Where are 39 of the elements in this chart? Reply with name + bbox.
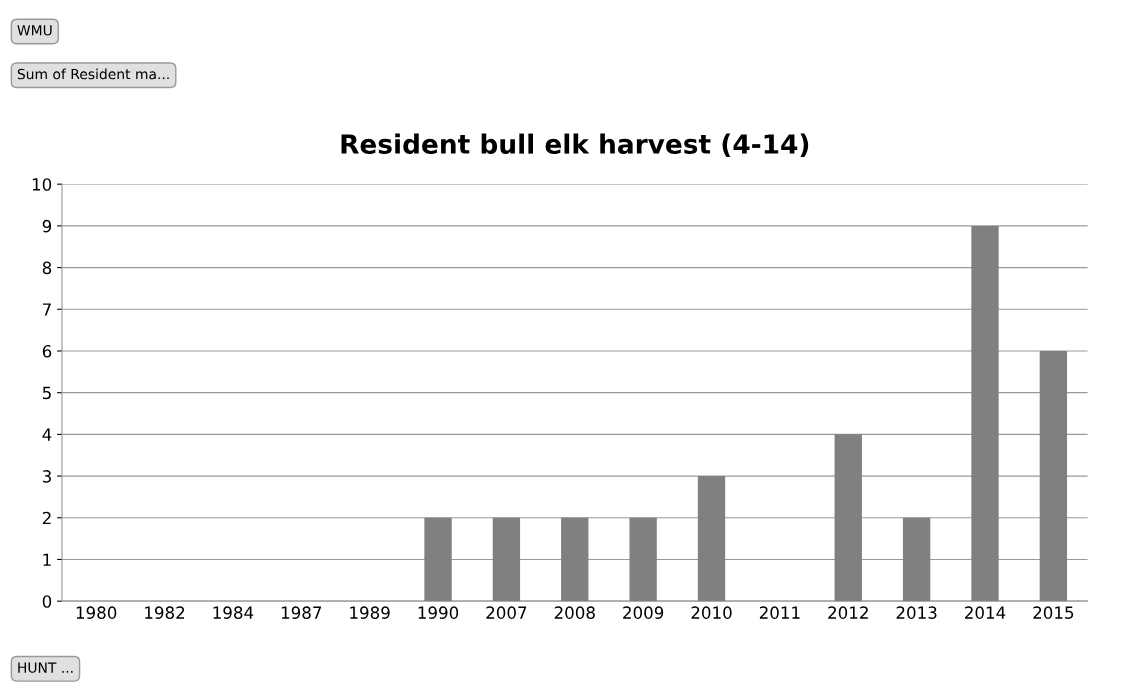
y-tick-label: 0 xyxy=(42,595,52,608)
x-tick-label: 2010 xyxy=(691,606,732,619)
bar xyxy=(834,434,862,602)
x-tick-label: 2015 xyxy=(1033,606,1074,619)
bar xyxy=(902,517,931,602)
y-tick-label: 3 xyxy=(42,470,51,483)
x-tick-label: 1984 xyxy=(213,606,254,619)
x-tick-label: 1982 xyxy=(145,606,185,619)
y-tick-label: 6 xyxy=(42,344,52,358)
bar xyxy=(561,517,589,602)
bar xyxy=(1039,350,1068,602)
x-tick-label: 1990 xyxy=(418,606,459,619)
x-tick-label: 2011 xyxy=(759,606,800,619)
y-tick-label: 10 xyxy=(32,178,52,191)
bar xyxy=(629,517,657,602)
chart-title: Resident bull elk harvest (4-14) xyxy=(341,133,809,158)
y-tick-label: 9 xyxy=(42,219,52,233)
y-tick-label: 2 xyxy=(42,511,51,525)
x-tick-label: 2007 xyxy=(486,606,527,619)
bar xyxy=(492,517,521,602)
x-tick-label: 2013 xyxy=(896,606,937,619)
y-tick-label: 8 xyxy=(42,261,52,275)
bar xyxy=(424,517,452,602)
y-tick-label: 1 xyxy=(43,553,51,566)
bar xyxy=(697,476,726,602)
x-tick-label: 1989 xyxy=(350,606,390,619)
text: WMU xyxy=(17,25,52,36)
y-tick-label: 5 xyxy=(42,386,51,400)
x-tick-label: 1987 xyxy=(281,606,322,619)
x-tick-label: 1980 xyxy=(76,606,117,619)
text: HUNT ... xyxy=(18,662,73,673)
x-tick-label: 2009 xyxy=(623,606,664,619)
x-tick-label: 2012 xyxy=(828,606,868,619)
bar xyxy=(971,225,999,602)
x-tick-label: 2008 xyxy=(554,606,595,619)
y-tick-label: 7 xyxy=(43,303,51,316)
y-tick-label: 4 xyxy=(42,428,52,441)
x-tick-label: 2014 xyxy=(965,606,1006,619)
text: Sum of Resident ma... xyxy=(17,68,169,80)
